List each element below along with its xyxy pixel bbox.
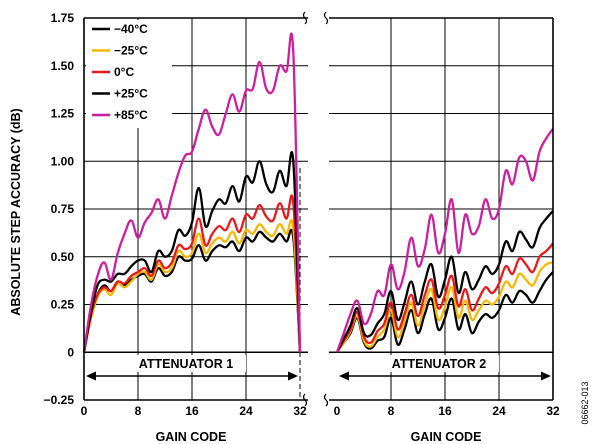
figure-id: 06662-013 [580, 381, 590, 424]
x-tick-label: 8 [135, 404, 142, 418]
y-tick-label: 1.75 [51, 11, 75, 25]
x-tick-label: 24 [492, 404, 506, 418]
plot-frame [83, 11, 554, 407]
legend: −40°C −25°C 0°C +25°C +85°C [86, 20, 172, 128]
x-tick-label: 16 [438, 404, 452, 418]
legend-label: +25°C [114, 87, 148, 101]
y-tick-label: −0.25 [44, 393, 75, 407]
series-layer [82, 32, 554, 353]
x-tick-label: 8 [388, 404, 395, 418]
legend-label: −25°C [114, 44, 148, 58]
region-label-bg [126, 355, 246, 372]
arrow-left-icon [339, 371, 349, 381]
axis-break-mark [323, 11, 329, 25]
axis-break-mark [323, 393, 329, 407]
x-tick-label: 32 [546, 404, 560, 418]
y-tick-label: 0.50 [51, 250, 75, 264]
axis-break-mark [302, 11, 308, 25]
x-tick-label: 0 [334, 404, 341, 418]
y-tick-label: 1.00 [51, 154, 75, 168]
series-line-panel1-2 [82, 218, 302, 353]
series-line-panel2-1 [336, 271, 554, 353]
legend-label: 0°C [114, 65, 134, 79]
region-annotations: ATTENUATOR 1 ATTENUATOR 2 [86, 355, 551, 381]
legend-label: +85°C [114, 108, 148, 122]
axis-break-mark [302, 393, 308, 407]
arrow-right-icon [288, 371, 298, 381]
region-label-bg [379, 355, 499, 372]
x-tick-label: 16 [185, 404, 199, 418]
x-tick-label: 24 [239, 404, 253, 418]
series-line-panel1-5 [82, 32, 302, 353]
tick-labels: 1.75 1.50 1.25 1.00 0.75 0.50 0.25 0 −0.25 0 8 16 24… [44, 11, 560, 418]
series-line-panel2-2 [336, 261, 554, 353]
y-tick-label: 0 [67, 345, 74, 359]
y-tick-label: 0.25 [51, 298, 75, 312]
series-line-panel1-3 [82, 194, 302, 353]
legend-label: −40°C [114, 22, 148, 36]
x-tick-label: 32 [293, 404, 307, 418]
arrow-left-icon [86, 371, 96, 381]
series-line-panel2-3 [336, 242, 554, 353]
y-tick-label: 0.75 [51, 202, 75, 216]
x-tick-label: 0 [81, 404, 88, 418]
x-axis-title-left: GAIN CODE [156, 430, 227, 444]
y-tick-label: 1.25 [51, 107, 75, 121]
y-tick-label: 1.50 [51, 59, 75, 73]
region-label: ATTENUATOR 2 [392, 357, 486, 371]
y-axis-title: ABSOLUTE STEP ACCURACY (dB) [9, 108, 23, 315]
x-axis-title-right: GAIN CODE [411, 430, 482, 444]
series-line-panel2-4 [335, 210, 554, 353]
series-line-panel1-4 [82, 151, 302, 353]
series-line-panel2-5 [335, 128, 554, 353]
region-label: ATTENUATOR 1 [139, 357, 233, 371]
arrow-right-icon [541, 371, 551, 381]
legend-box [86, 20, 172, 128]
